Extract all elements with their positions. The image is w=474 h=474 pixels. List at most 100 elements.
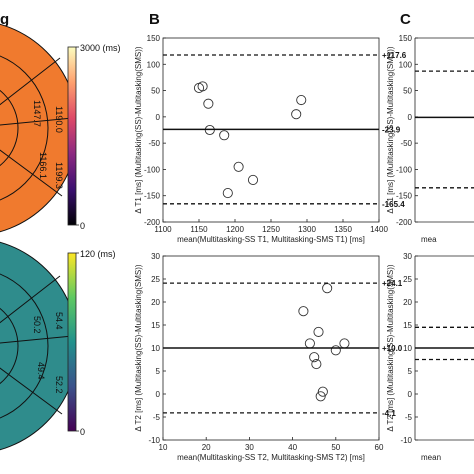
y-tick-label: 30: [403, 252, 412, 261]
data-point: [309, 352, 320, 363]
colorbar-t1: [67, 46, 77, 226]
segment-value: 50.2: [32, 316, 42, 334]
y-tick-label: 10: [151, 344, 160, 353]
x-tick-label: 60: [375, 443, 384, 452]
y-tick-label: -10: [148, 436, 160, 445]
segment-value: 1190.0: [54, 106, 64, 133]
y-tick-label: -200: [144, 218, 161, 227]
y-tick-label: 0: [156, 390, 161, 399]
panel-label-c: C: [400, 11, 411, 28]
x-tick-label: 1350: [334, 225, 352, 234]
y-tick-label: 5: [156, 367, 161, 376]
y-tick-label: 150: [147, 34, 161, 43]
segment-value: 1147.7: [32, 100, 42, 127]
bullseye-t2: 54.4 50.2 49.4 52.2: [0, 241, 70, 451]
y-tick-label: 100: [399, 60, 413, 69]
y-tick-label: -150: [144, 192, 161, 201]
x-tick-label: 1100: [154, 225, 172, 234]
y-tick-label: -5: [153, 413, 161, 422]
line-annotation: +24.1: [382, 279, 403, 288]
data-point: [291, 109, 302, 120]
x-tick-label: 1300: [298, 225, 316, 234]
y-tick-label: -100: [144, 165, 161, 174]
y-tick-label: 150: [399, 34, 413, 43]
data-point: [233, 161, 244, 172]
bland-altman-c-t1: -200 -150 -100 -50 0 50 100 150 mea Δ T1 [ms] (Mu…: [386, 34, 474, 244]
data-point: [296, 94, 307, 106]
y-tick-label: 0: [156, 113, 161, 122]
segment-value: 54.4: [54, 312, 64, 330]
data-point: [304, 338, 315, 349]
data-point: [247, 174, 259, 185]
x-tick-label: 50: [331, 443, 340, 452]
segment-value: 1199.3: [54, 162, 64, 189]
line-annotation: +117.6: [382, 51, 407, 60]
x-tick-label: 1150: [190, 225, 208, 234]
segment-value: 52.2: [54, 376, 64, 394]
y-tick-label: 0: [408, 113, 413, 122]
data-point: [330, 345, 341, 356]
line-annotation: -23.9: [382, 125, 401, 134]
data-point: [203, 98, 214, 109]
panel-label-b: B: [149, 11, 160, 28]
x-tick-label: 1400: [370, 225, 388, 234]
colorbar-t2: [67, 252, 77, 432]
x-axis-label: mea: [421, 235, 437, 244]
y-axis-label: Δ T1 [ms] (Multitasking(SS)-Multitasking…: [134, 46, 143, 213]
y-tick-label: 50: [403, 87, 412, 96]
y-tick-label: -150: [396, 192, 413, 201]
x-tick-label: 40: [288, 443, 297, 452]
y-tick-label: 20: [403, 298, 412, 307]
y-axis-label: Δ T2 [ms] (Multitasking(SS)-Multitasking…: [386, 264, 395, 431]
y-tick-label: -50: [400, 139, 412, 148]
y-tick-label: 25: [403, 275, 412, 284]
colorbar-t2-min: 0: [80, 427, 85, 437]
x-axis-label: mean(Multitasking-SS T2, Multitasking-SM…: [177, 453, 365, 462]
y-tick-label: 20: [151, 298, 160, 307]
line-annotation: -165.4: [382, 200, 405, 209]
y-tick-label: -5: [405, 413, 413, 422]
bland-altman-t2: -10 -5 0 5 10 15 20 25 30 10 20 30 40 50 60 +24.1 +10.0 -…: [134, 252, 403, 462]
line-annotation: -4.1: [382, 409, 396, 418]
data-point: [311, 359, 322, 370]
y-axis-label: Δ T2 [ms] (Multitasking(SS)-Multitasking…: [134, 264, 143, 431]
y-tick-label: -100: [396, 165, 413, 174]
y-tick-label: -200: [396, 218, 413, 227]
bland-altman-t1: -200 -150 -100 -50 0 50 100 150 1100 1150 1200 1250…: [134, 34, 407, 244]
segment-value: 1166.1: [38, 152, 48, 179]
x-axis-label: mean(Multitasking-SS T1, Multitasking-SM…: [177, 235, 365, 244]
data-point: [197, 81, 208, 92]
x-tick-label: 10: [159, 443, 168, 452]
segment-value: 49.4: [36, 362, 46, 380]
x-tick-label: 30: [245, 443, 254, 452]
bullseye-t1: 1190.0 1147.7 1166.1 1199.3: [0, 23, 70, 233]
data-point: [339, 338, 350, 349]
y-tick-label: 30: [151, 252, 160, 261]
y-tick-label: 25: [151, 275, 160, 284]
y-tick-label: -10: [400, 436, 412, 445]
data-point: [322, 283, 333, 294]
y-tick-label: 50: [151, 87, 160, 96]
y-tick-label: 100: [147, 60, 161, 69]
x-tick-label: 1200: [226, 225, 244, 234]
x-axis-label: mean: [421, 453, 441, 462]
y-tick-label: 5: [408, 367, 413, 376]
y-axis-label: Δ T1 [ms] (Multitasking(SS)-Multitasking…: [386, 46, 395, 213]
data-point: [315, 391, 326, 402]
y-tick-label: 0: [408, 390, 413, 399]
y-tick-label: -50: [148, 139, 160, 148]
y-tick-label: 10: [403, 344, 412, 353]
data-point: [298, 306, 309, 317]
panel-label-g: g: [0, 11, 9, 28]
bland-altman-c-t2: -10 -5 0 5 10 15 20 25 30 mean Δ T2 [ms] (Multitas…: [386, 252, 474, 462]
data-point: [313, 326, 324, 337]
colorbar-t1-min: 0: [80, 221, 85, 231]
colorbar-t2-max: 120 (ms): [80, 249, 116, 259]
colorbar-t1-max: 3000 (ms): [80, 43, 121, 53]
x-tick-label: 1250: [262, 225, 280, 234]
x-tick-label: 20: [202, 443, 211, 452]
data-point: [317, 386, 328, 397]
y-tick-label: 15: [403, 321, 412, 330]
line-annotation: +10.0: [382, 344, 403, 353]
